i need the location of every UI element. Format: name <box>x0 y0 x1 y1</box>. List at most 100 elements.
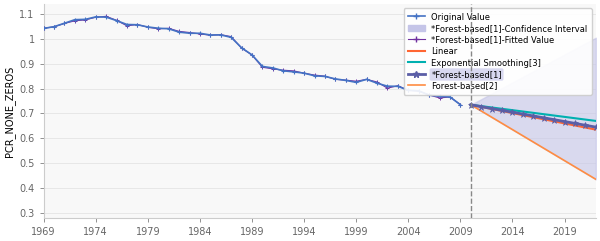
Original Value <box>50 25 58 28</box>
*Forest-based[1]-Fitted Value <box>373 80 380 83</box>
Original Value <box>217 33 224 36</box>
*Forest-based[1]-Fitted Value <box>425 94 433 96</box>
Original Value <box>425 94 433 96</box>
*Forest-based[1]-Fitted Value <box>384 87 391 90</box>
Original Value <box>404 89 412 92</box>
Original Value <box>82 18 89 21</box>
Linear <box>509 112 516 114</box>
Original Value <box>71 18 79 21</box>
*Forest-based[1]-Fitted Value <box>269 67 277 70</box>
Line: Linear: Linear <box>471 105 596 130</box>
*Forest-based[1]-Fitted Value <box>155 27 162 30</box>
Original Value <box>436 95 443 98</box>
Original Value <box>311 74 318 77</box>
*Forest-based[1]-Fitted Value <box>457 103 464 106</box>
Original Value <box>373 82 380 85</box>
Original Value <box>457 103 464 106</box>
Line: Exponential Smoothing[3]: Exponential Smoothing[3] <box>471 105 596 121</box>
Original Value <box>134 23 141 26</box>
*Forest-based[1] <box>540 116 547 119</box>
Forest-based[2] <box>551 153 558 156</box>
Exponential Smoothing[3] <box>467 103 475 106</box>
*Forest-based[1]-Fitted Value <box>280 69 287 72</box>
*Forest-based[1] <box>509 111 516 114</box>
Original Value <box>144 26 151 28</box>
Original Value <box>113 19 120 22</box>
*Forest-based[1] <box>551 118 558 121</box>
*Forest-based[1]-Fitted Value <box>186 31 193 34</box>
Line: *Forest-based[1]-Fitted Value: *Forest-based[1]-Fitted Value <box>41 14 463 107</box>
Original Value <box>342 79 349 82</box>
Forest-based[2] <box>467 103 475 106</box>
Original Value <box>196 32 203 35</box>
Exponential Smoothing[3] <box>488 106 495 109</box>
Original Value <box>186 32 193 35</box>
Original Value <box>124 23 131 26</box>
Legend: Original Value, *Forest-based[1]-Confidence Interval, *Forest-based[1]-Fitted Va: Original Value, *Forest-based[1]-Confide… <box>404 8 592 95</box>
*Forest-based[1]-Fitted Value <box>124 24 131 27</box>
*Forest-based[1]-Fitted Value <box>207 34 214 37</box>
Forest-based[2] <box>540 147 547 150</box>
Forest-based[2] <box>582 172 589 174</box>
*Forest-based[1] <box>561 120 568 123</box>
Original Value <box>384 85 391 88</box>
Forest-based[2] <box>478 110 485 113</box>
*Forest-based[1]-Fitted Value <box>248 54 256 56</box>
Linear <box>582 126 589 129</box>
Original Value <box>363 78 370 81</box>
Linear <box>467 103 475 106</box>
Exponential Smoothing[3] <box>551 114 558 117</box>
*Forest-based[1]-Fitted Value <box>103 15 110 18</box>
Original Value <box>290 70 297 73</box>
Exponential Smoothing[3] <box>540 113 547 116</box>
Forest-based[2] <box>592 178 599 181</box>
*Forest-based[1] <box>571 122 578 125</box>
Original Value <box>103 16 110 19</box>
Forest-based[2] <box>530 141 537 143</box>
Original Value <box>92 15 100 18</box>
Exponential Smoothing[3] <box>571 117 578 120</box>
*Forest-based[1] <box>467 103 475 106</box>
Original Value <box>415 89 422 92</box>
Original Value <box>322 75 329 78</box>
Original Value <box>446 95 454 98</box>
*Forest-based[1]-Fitted Value <box>92 16 100 19</box>
Original Value <box>40 27 47 30</box>
*Forest-based[1] <box>478 105 485 108</box>
Original Value <box>227 36 235 39</box>
Forest-based[2] <box>520 134 527 137</box>
*Forest-based[1] <box>530 114 537 117</box>
Linear <box>478 105 485 108</box>
*Forest-based[1] <box>499 109 506 112</box>
Forest-based[2] <box>488 116 495 119</box>
*Forest-based[1]-Fitted Value <box>342 79 349 81</box>
Original Value <box>165 27 172 30</box>
Exponential Smoothing[3] <box>499 107 506 110</box>
*Forest-based[1]-Fitted Value <box>40 27 47 30</box>
Original Value <box>155 27 162 30</box>
*Forest-based[1]-Fitted Value <box>363 78 370 81</box>
*Forest-based[1]-Fitted Value <box>50 25 58 28</box>
*Forest-based[1]-Fitted Value <box>82 19 89 21</box>
Linear <box>499 110 506 113</box>
*Forest-based[1]-Fitted Value <box>436 96 443 99</box>
Forest-based[2] <box>571 165 578 168</box>
*Forest-based[1]-Fitted Value <box>175 30 182 33</box>
Original Value <box>280 69 287 72</box>
*Forest-based[1]-Fitted Value <box>311 74 318 77</box>
Line: Original Value: Original Value <box>41 14 463 107</box>
*Forest-based[1] <box>582 124 589 127</box>
Linear <box>551 120 558 123</box>
Original Value <box>269 67 277 69</box>
Original Value <box>301 72 308 75</box>
Linear <box>561 122 568 125</box>
*Forest-based[1] <box>488 107 495 110</box>
Linear <box>520 114 527 117</box>
Original Value <box>207 33 214 36</box>
*Forest-based[1]-Fitted Value <box>238 47 245 50</box>
*Forest-based[1]-Fitted Value <box>113 19 120 22</box>
Forest-based[2] <box>499 122 506 125</box>
Forest-based[2] <box>509 128 516 131</box>
Linear <box>571 124 578 127</box>
*Forest-based[1]-Fitted Value <box>415 90 422 93</box>
